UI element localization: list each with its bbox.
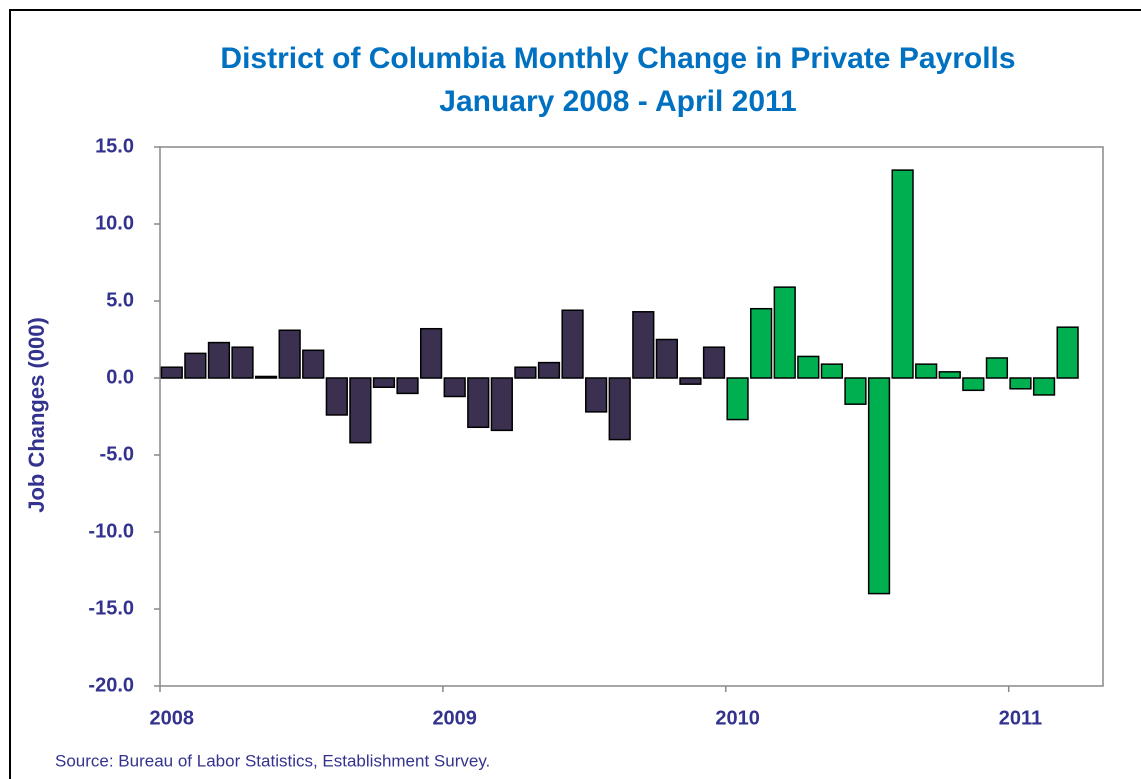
bar [443, 377, 466, 398]
bar [207, 341, 231, 379]
x-tick-label: 2011 [999, 707, 1042, 729]
bar [679, 377, 702, 385]
bar [702, 346, 726, 379]
bar [349, 377, 372, 444]
bar [891, 169, 914, 379]
bar [726, 377, 749, 421]
y-axis-label: Job Changes (000) [24, 317, 49, 513]
bar [985, 357, 1009, 379]
chart-border [9, 9, 1141, 779]
bar [184, 352, 207, 379]
bar [561, 309, 584, 379]
bar [1032, 377, 1056, 396]
bar [773, 286, 796, 379]
bar [844, 377, 867, 405]
bar [514, 366, 537, 379]
bar [278, 329, 301, 379]
bar [396, 377, 419, 395]
bar [797, 355, 820, 379]
bar [419, 327, 443, 379]
bar [302, 349, 325, 379]
bar [938, 371, 961, 379]
bar [372, 377, 396, 388]
y-tick-label: 5.0 [106, 289, 134, 311]
bar [160, 366, 183, 379]
bar [585, 377, 608, 413]
bar [867, 377, 891, 595]
y-tick-label: -20.0 [88, 674, 134, 696]
bar [537, 361, 561, 379]
bar [632, 311, 655, 379]
x-tick-label: 2008 [150, 707, 195, 729]
y-tick-label: -15.0 [88, 597, 134, 619]
y-tick-label: -5.0 [100, 443, 134, 465]
bar [820, 363, 844, 379]
bar [254, 375, 278, 379]
bar [655, 338, 678, 379]
chart-subtitle: January 2008 - April 2011 [439, 85, 796, 118]
bar [467, 377, 490, 429]
source-note: Source: Bureau of Labor Statistics, Esta… [55, 751, 490, 770]
x-tick-label: 2010 [715, 707, 760, 729]
y-tick-label: 15.0 [95, 135, 134, 157]
bar [231, 346, 254, 379]
bar [1009, 377, 1032, 390]
y-tick-label: 0.0 [106, 366, 134, 388]
plot-area [159, 146, 1104, 687]
bar [1056, 326, 1079, 379]
y-tick-label: 10.0 [95, 212, 134, 234]
bar [490, 377, 513, 432]
bar [608, 377, 631, 441]
bar [750, 307, 773, 379]
bar [915, 363, 938, 379]
bar [325, 377, 348, 416]
x-tick-label: 2009 [432, 707, 477, 729]
chart-title: District of Columbia Monthly Change in P… [220, 42, 1015, 75]
bar [962, 377, 985, 392]
y-tick-label: -10.0 [88, 520, 134, 542]
